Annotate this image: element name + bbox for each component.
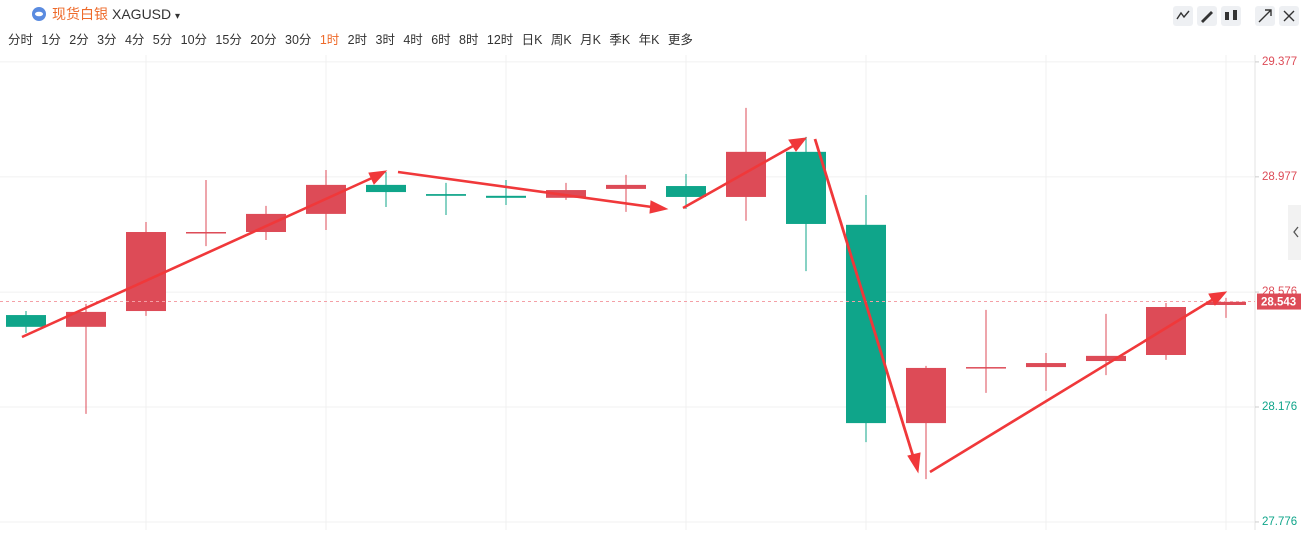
candle-body: [966, 367, 1006, 369]
candle-body: [666, 186, 706, 197]
candle-body: [1206, 301, 1246, 305]
timeframe[interactable]: 15分: [215, 33, 242, 47]
timeframe[interactable]: 分时: [8, 33, 34, 47]
timeframe[interactable]: 日K: [521, 33, 543, 47]
toolbar: 现货白银 XAGUSD ▾ 分时 1分 2分 3分 4分 5分 10分 15分 20分 30分 1时 2…: [0, 0, 1301, 52]
candle-body: [126, 232, 166, 312]
y-tick-label: 29.377: [1262, 56, 1297, 68]
y-tick-label: 28.977: [1262, 171, 1297, 183]
timeframe[interactable]: 20分: [250, 33, 277, 47]
timeframe[interactable]: 1分: [41, 33, 61, 47]
candle-body: [486, 195, 526, 198]
candle-body: [786, 151, 826, 224]
candle-body: [186, 232, 226, 234]
timeframe[interactable]: 30分: [285, 33, 312, 47]
timeframes: 分时 1分 2分 3分 4分 5分 10分 15分 20分 30分 1时 2时 3时 4时 6时 8时 12时日…: [8, 29, 701, 48]
symbol-title[interactable]: 现货白银 XAGUSD ▾: [52, 6, 181, 22]
timeframe[interactable]: 6时: [431, 33, 451, 47]
timeframe[interactable]: 2分: [69, 33, 89, 47]
timeframe[interactable]: 10分: [180, 33, 208, 47]
y-tick-label: 27.776: [1262, 516, 1297, 528]
candle-body: [1086, 355, 1126, 362]
annotation-arrows: [21, 137, 1228, 474]
logo: [32, 7, 46, 21]
timeframe[interactable]: 周K: [550, 33, 572, 47]
timeframe[interactable]: 1时: [319, 33, 340, 47]
timeframe[interactable]: 季K: [609, 33, 631, 47]
timeframe[interactable]: 12时: [486, 33, 514, 47]
candle-body: [66, 311, 106, 327]
candle-body: [1146, 307, 1186, 355]
timeframe[interactable]: 3分: [97, 33, 117, 47]
timeframe[interactable]: 2时: [347, 33, 368, 47]
timeframe[interactable]: 8时: [459, 33, 479, 47]
candle-body: [6, 315, 46, 327]
candle-body: [1026, 363, 1066, 368]
last-price-box: [1257, 293, 1301, 310]
timeframe[interactable]: 月K: [580, 33, 601, 47]
candle-body: [426, 194, 466, 196]
symbol: XAGUSD: [112, 6, 172, 22]
last-price-label: 28.543: [1261, 297, 1296, 309]
timeframe[interactable]: 3时: [375, 33, 395, 47]
timeframe[interactable]: 4分: [124, 33, 145, 47]
timeframe[interactable]: 年K: [638, 33, 660, 47]
candle-body: [906, 367, 946, 424]
candle-body: [726, 151, 766, 197]
candle-body: [366, 184, 406, 193]
y-tick-label: 28.176: [1262, 401, 1297, 413]
candle-body: [246, 213, 286, 233]
timeframe[interactable]: 更多: [667, 33, 693, 47]
timeframe[interactable]: 4时: [403, 33, 423, 47]
timeframe[interactable]: 5分: [152, 33, 173, 47]
title: 现货白银: [52, 6, 108, 22]
candle-body: [606, 184, 646, 189]
tool-icons: [1173, 6, 1299, 26]
